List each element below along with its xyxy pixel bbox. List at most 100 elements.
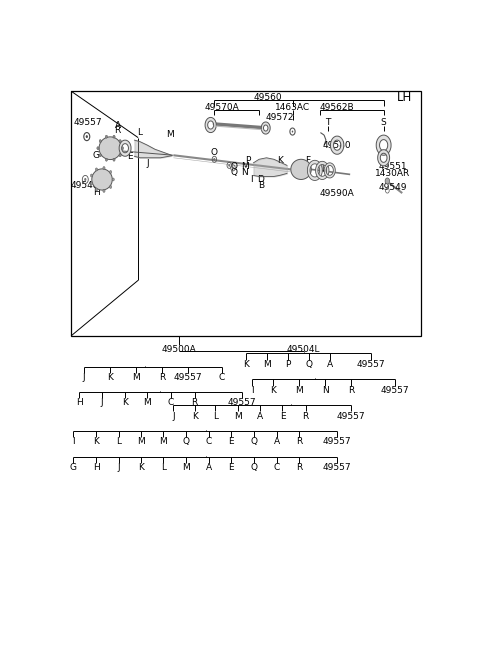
Text: R: R <box>296 438 302 446</box>
Text: Q: Q <box>306 360 313 369</box>
Circle shape <box>97 147 99 150</box>
Text: A: A <box>257 411 263 421</box>
Circle shape <box>86 136 87 138</box>
Text: A: A <box>115 121 121 130</box>
Circle shape <box>105 135 108 138</box>
Text: P: P <box>245 156 251 165</box>
Text: Q: Q <box>251 438 258 446</box>
Text: H: H <box>93 464 100 472</box>
Circle shape <box>96 168 97 171</box>
Circle shape <box>214 159 215 160</box>
Text: S: S <box>381 119 386 128</box>
Text: K: K <box>243 360 249 369</box>
Text: K: K <box>138 464 144 472</box>
Text: 49557: 49557 <box>228 398 257 407</box>
Circle shape <box>99 154 101 157</box>
Circle shape <box>228 164 230 166</box>
Text: I: I <box>250 175 253 184</box>
Text: R: R <box>192 398 198 407</box>
Text: K: K <box>94 438 99 446</box>
Circle shape <box>121 147 124 150</box>
Text: O: O <box>211 148 218 157</box>
Circle shape <box>90 182 93 185</box>
Text: M: M <box>241 162 249 171</box>
Circle shape <box>292 130 293 132</box>
Text: T: T <box>325 119 331 128</box>
Text: I: I <box>251 386 253 395</box>
Text: A: A <box>327 360 334 369</box>
Text: M: M <box>132 373 140 382</box>
Text: R: R <box>302 411 309 421</box>
Bar <box>71 91 421 336</box>
Text: U: U <box>321 165 327 174</box>
Circle shape <box>105 159 108 161</box>
Circle shape <box>385 178 390 184</box>
Circle shape <box>90 174 93 177</box>
Text: K: K <box>192 411 198 421</box>
Circle shape <box>99 140 101 143</box>
Text: M: M <box>182 464 191 472</box>
Text: 49557: 49557 <box>356 360 385 369</box>
Text: Q: Q <box>230 162 238 171</box>
Text: E: E <box>280 411 285 421</box>
Text: 49580: 49580 <box>323 141 351 150</box>
Text: E: E <box>228 438 234 446</box>
Text: L: L <box>137 128 143 137</box>
Circle shape <box>96 188 97 191</box>
Text: J: J <box>101 398 103 407</box>
Text: M: M <box>263 360 271 369</box>
Text: R: R <box>159 373 166 382</box>
Text: M: M <box>234 411 242 421</box>
Text: K: K <box>270 386 276 395</box>
Ellipse shape <box>291 159 312 179</box>
Circle shape <box>112 178 114 181</box>
Ellipse shape <box>99 137 121 160</box>
Text: E: E <box>228 464 234 472</box>
Text: LH: LH <box>396 91 412 103</box>
Text: 49548: 49548 <box>71 181 99 190</box>
Text: R: R <box>348 386 354 395</box>
Text: J: J <box>172 411 175 421</box>
Text: C: C <box>168 398 174 407</box>
Text: 49504L: 49504L <box>287 345 321 354</box>
Text: G: G <box>93 151 99 160</box>
Text: 49500A: 49500A <box>162 345 196 354</box>
Ellipse shape <box>92 169 112 190</box>
Text: M: M <box>166 130 174 139</box>
Text: Q: Q <box>183 438 190 446</box>
Text: J: J <box>146 159 149 168</box>
Text: 49557: 49557 <box>73 119 102 128</box>
Text: I: I <box>72 438 74 446</box>
Circle shape <box>232 167 234 169</box>
Text: 49551: 49551 <box>379 162 407 171</box>
Text: N: N <box>241 168 248 177</box>
Circle shape <box>109 170 112 174</box>
Text: N: N <box>322 386 329 395</box>
Text: C: C <box>274 464 280 472</box>
Text: D: D <box>257 175 264 184</box>
Text: 1430AR: 1430AR <box>375 169 410 178</box>
Text: 1463AC: 1463AC <box>275 103 310 112</box>
Text: L: L <box>161 464 166 472</box>
Text: M: M <box>144 398 151 407</box>
Text: J: J <box>118 464 120 472</box>
Text: 49557: 49557 <box>336 411 365 421</box>
Text: C: C <box>205 438 212 446</box>
Text: J: J <box>83 373 85 382</box>
Text: 49570A: 49570A <box>204 103 239 112</box>
Circle shape <box>103 189 105 193</box>
Text: G: G <box>70 464 76 472</box>
Text: 49549: 49549 <box>379 183 407 191</box>
Text: R: R <box>296 464 302 472</box>
Text: L: L <box>116 438 121 446</box>
Text: Q: Q <box>230 168 238 177</box>
Text: L: L <box>213 411 218 421</box>
Text: H: H <box>93 187 99 196</box>
Circle shape <box>119 154 121 157</box>
Text: 49572: 49572 <box>265 113 294 122</box>
Circle shape <box>113 135 115 138</box>
Text: 49557: 49557 <box>323 438 351 446</box>
Text: M: M <box>295 386 303 395</box>
Text: R: R <box>115 126 121 135</box>
Circle shape <box>103 166 105 170</box>
